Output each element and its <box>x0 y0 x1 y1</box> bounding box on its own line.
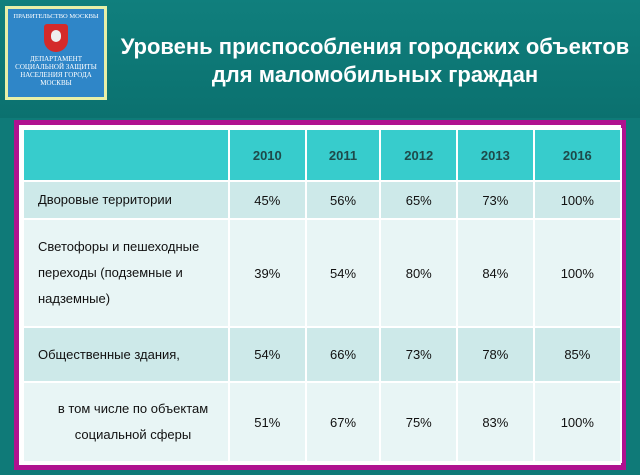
cell: 45% <box>228 180 307 220</box>
cell: 84% <box>456 218 535 328</box>
row-label: Общественные здания, <box>22 326 230 383</box>
header-cell: 2011 <box>304 128 382 182</box>
header-cell: 2016 <box>532 128 623 182</box>
cell: 56% <box>304 180 382 220</box>
cell: 73% <box>456 180 535 220</box>
cell: 100% <box>532 381 623 463</box>
cell: 65% <box>379 180 459 220</box>
table-row: Светофоры и пешеходные переходы (подземн… <box>22 218 623 328</box>
table-row: в том числе по объектам социальной сферы… <box>22 381 623 463</box>
table-row: Дворовые территории 45% 56% 65% 73% 100% <box>22 180 623 220</box>
row-label: Дворовые территории <box>22 180 230 220</box>
logo-bottom-text: ДЕПАРТАМЕНТ СОЦИАЛЬНОЙ ЗАЩИТЫ НАСЕЛЕНИЯ … <box>15 55 97 87</box>
moscow-crest-icon <box>44 24 68 52</box>
header-cell <box>22 128 230 182</box>
cell: 54% <box>304 218 382 328</box>
cell: 100% <box>532 218 623 328</box>
table-row: Общественные здания, 54% 66% 73% 78% 85% <box>22 326 623 383</box>
cell: 39% <box>228 218 307 328</box>
table-frame: 2010 2011 2012 2013 2016 Дворовые террит… <box>14 120 626 470</box>
cell: 51% <box>228 381 307 463</box>
data-table: 2010 2011 2012 2013 2016 Дворовые террит… <box>22 128 623 463</box>
cell: 54% <box>228 326 307 383</box>
slide-title: Уровень приспособления городских объекто… <box>120 34 630 87</box>
header-cell: 2013 <box>456 128 535 182</box>
cell: 78% <box>456 326 535 383</box>
logo-top-text: ПРАВИТЕЛЬСТВО МОСКВЫ <box>13 13 99 20</box>
cell: 85% <box>532 326 623 383</box>
header-cell: 2010 <box>228 128 307 182</box>
cell: 83% <box>456 381 535 463</box>
cell: 100% <box>532 180 623 220</box>
department-logo: ПРАВИТЕЛЬСТВО МОСКВЫ ДЕПАРТАМЕНТ СОЦИАЛЬ… <box>5 6 107 100</box>
cell: 67% <box>304 381 382 463</box>
cell: 73% <box>379 326 459 383</box>
row-label: в том числе по объектам социальной сферы <box>22 381 230 463</box>
cell: 80% <box>379 218 459 328</box>
row-label: Светофоры и пешеходные переходы (подземн… <box>22 218 230 328</box>
header-cell: 2012 <box>379 128 459 182</box>
cell: 75% <box>379 381 459 463</box>
header-row: 2010 2011 2012 2013 2016 <box>22 128 623 182</box>
cell: 66% <box>304 326 382 383</box>
